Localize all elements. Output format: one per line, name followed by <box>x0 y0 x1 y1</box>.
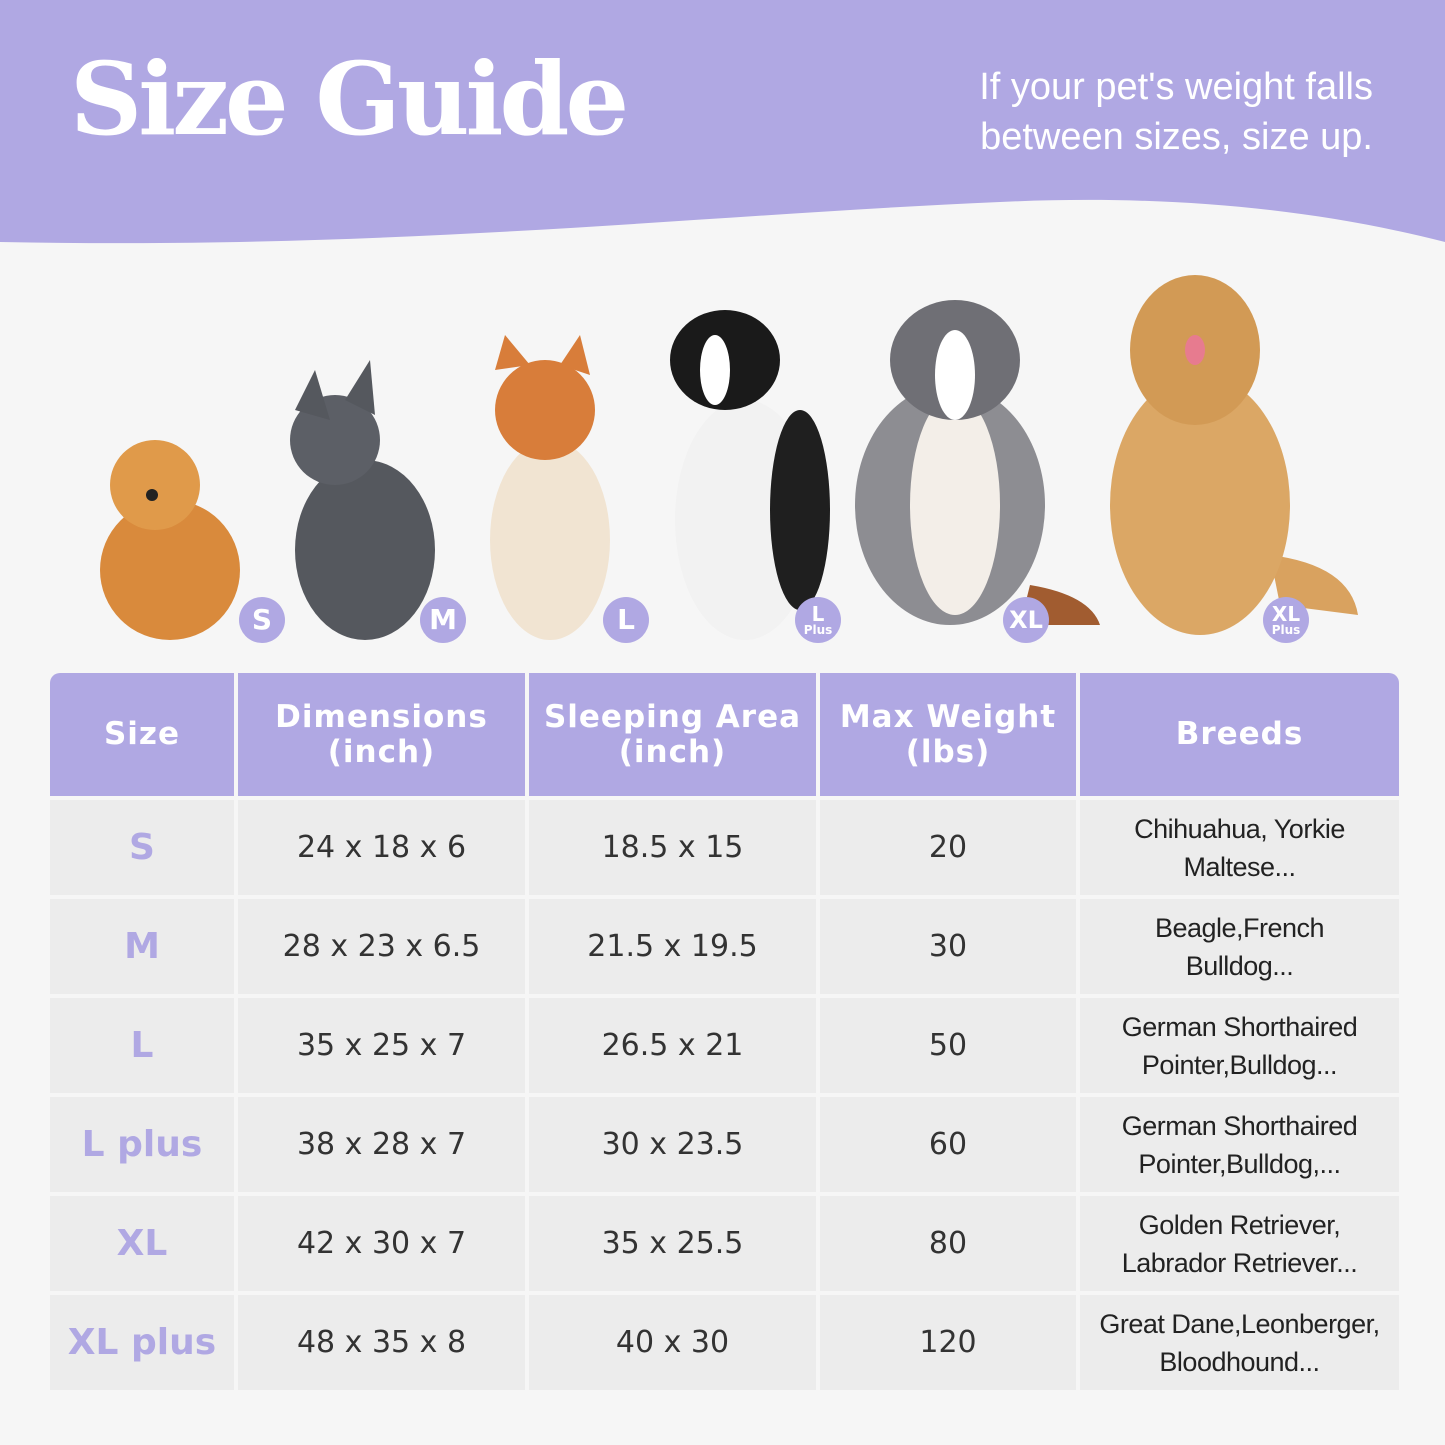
breeds-cell: Great Dane,Leonberger, Bloodhound... <box>1080 1295 1399 1390</box>
header-text: (inch) <box>618 733 727 770</box>
border-collie-image <box>670 310 830 640</box>
sleeping-area-cell: 18.5 x 15 <box>529 800 816 895</box>
size-cell: L <box>50 998 234 1093</box>
sizing-tip: If your pet's weight falls between sizes… <box>853 62 1373 162</box>
column-header: Sleeping Area (inch) <box>529 673 816 796</box>
shiba-inu-image <box>490 335 610 640</box>
max-weight-cell: 50 <box>820 998 1076 1093</box>
header-banner <box>0 0 1445 244</box>
breeds-line: Bulldog... <box>1185 950 1294 981</box>
pomeranian-image <box>100 440 240 640</box>
breeds-line: Golden Retriever, <box>1138 1209 1341 1240</box>
breeds-line: German Shorthaired <box>1121 1110 1358 1141</box>
breeds-line: Pointer,Bulldog... <box>1141 1049 1338 1080</box>
breeds-line: Bloodhound... <box>1159 1346 1320 1377</box>
max-weight-cell: 80 <box>820 1196 1076 1291</box>
sleeping-area-cell: 30 x 23.5 <box>529 1097 816 1192</box>
breeds-cell: German Shorthaired Pointer,Bulldog,... <box>1080 1097 1399 1192</box>
max-weight-cell: 20 <box>820 800 1076 895</box>
badge-label: L <box>617 603 635 636</box>
sleeping-area-cell: 21.5 x 19.5 <box>529 899 816 994</box>
breeds-line: Great Dane,Leonberger, <box>1099 1308 1380 1339</box>
french-bulldog-image <box>290 360 435 640</box>
header-text: (lbs) <box>905 733 991 770</box>
header-text: Sleeping Area <box>543 698 802 735</box>
australian-shepherd-image <box>855 300 1100 625</box>
dimensions-cell: 24 x 18 x 6 <box>238 800 525 895</box>
badge-label: S <box>251 603 273 636</box>
breeds-line: Chihuahua, Yorkie <box>1134 813 1345 844</box>
breeds-line: Maltese... <box>1183 851 1296 882</box>
size-badge-l: L <box>603 597 649 643</box>
tip-line: between sizes, size up. <box>980 116 1373 158</box>
sleeping-area-cell: 26.5 x 21 <box>529 998 816 1093</box>
size-badge-m: M <box>420 597 466 643</box>
header-text: Breeds <box>1175 716 1304 752</box>
breeds-line: Labrador Retriever... <box>1121 1247 1358 1278</box>
badge-sub: Plus <box>803 623 833 637</box>
column-header: Max Weight (lbs) <box>820 673 1076 796</box>
size-badge-l-plus: L Plus <box>795 597 841 643</box>
badge-label: L <box>811 602 825 626</box>
sleeping-area-cell: 40 x 30 <box>529 1295 816 1390</box>
header-text: (inch) <box>327 733 436 770</box>
badge-sub: Plus <box>1271 623 1301 637</box>
max-weight-cell: 60 <box>820 1097 1076 1192</box>
size-cell: S <box>50 800 234 895</box>
golden-retriever-image <box>1110 275 1358 635</box>
breeds-cell: Golden Retriever, Labrador Retriever... <box>1080 1196 1399 1291</box>
dimensions-cell: 28 x 23 x 6.5 <box>238 899 525 994</box>
breeds-line: German Shorthaired <box>1121 1011 1358 1042</box>
dimensions-cell: 48 x 35 x 8 <box>238 1295 525 1390</box>
size-badge-xl: XL <box>1003 597 1049 643</box>
size-cell: L plus <box>50 1097 234 1192</box>
column-header: Breeds <box>1080 673 1399 796</box>
header-text: Max Weight <box>839 698 1057 735</box>
breeds-line: Pointer,Bulldog,... <box>1138 1148 1341 1179</box>
column-header: Size <box>50 673 234 796</box>
size-badge-xl-plus: XL Plus <box>1263 597 1309 643</box>
page-title: Size Guide <box>70 40 629 158</box>
sleeping-area-cell: 35 x 25.5 <box>529 1196 816 1291</box>
badge-label: M <box>429 603 457 636</box>
tip-line: If your pet's weight falls <box>979 66 1373 108</box>
column-header: Dimensions (inch) <box>238 673 525 796</box>
header-text: Size <box>103 716 181 752</box>
breeds-cell: German Shorthaired Pointer,Bulldog... <box>1080 998 1399 1093</box>
badge-label: XL <box>1271 602 1301 626</box>
dimensions-cell: 35 x 25 x 7 <box>238 998 525 1093</box>
badge-label: XL <box>1009 606 1043 634</box>
dimensions-cell: 42 x 30 x 7 <box>238 1196 525 1291</box>
max-weight-cell: 30 <box>820 899 1076 994</box>
size-cell: XL plus <box>50 1295 234 1390</box>
size-cell: XL <box>50 1196 234 1291</box>
header-text: Dimensions <box>275 698 488 735</box>
breeds-line: Beagle,French <box>1154 912 1325 943</box>
breeds-cell: Chihuahua, Yorkie Maltese... <box>1080 800 1399 895</box>
dimensions-cell: 38 x 28 x 7 <box>238 1097 525 1192</box>
size-cell: M <box>50 899 234 994</box>
max-weight-cell: 120 <box>820 1295 1076 1390</box>
size-badge-s: S <box>239 597 285 643</box>
breeds-cell: Beagle,French Bulldog... <box>1080 899 1399 994</box>
size-table: Size Dimensions (inch) Sleeping Area (inch) M… <box>50 673 1399 1390</box>
